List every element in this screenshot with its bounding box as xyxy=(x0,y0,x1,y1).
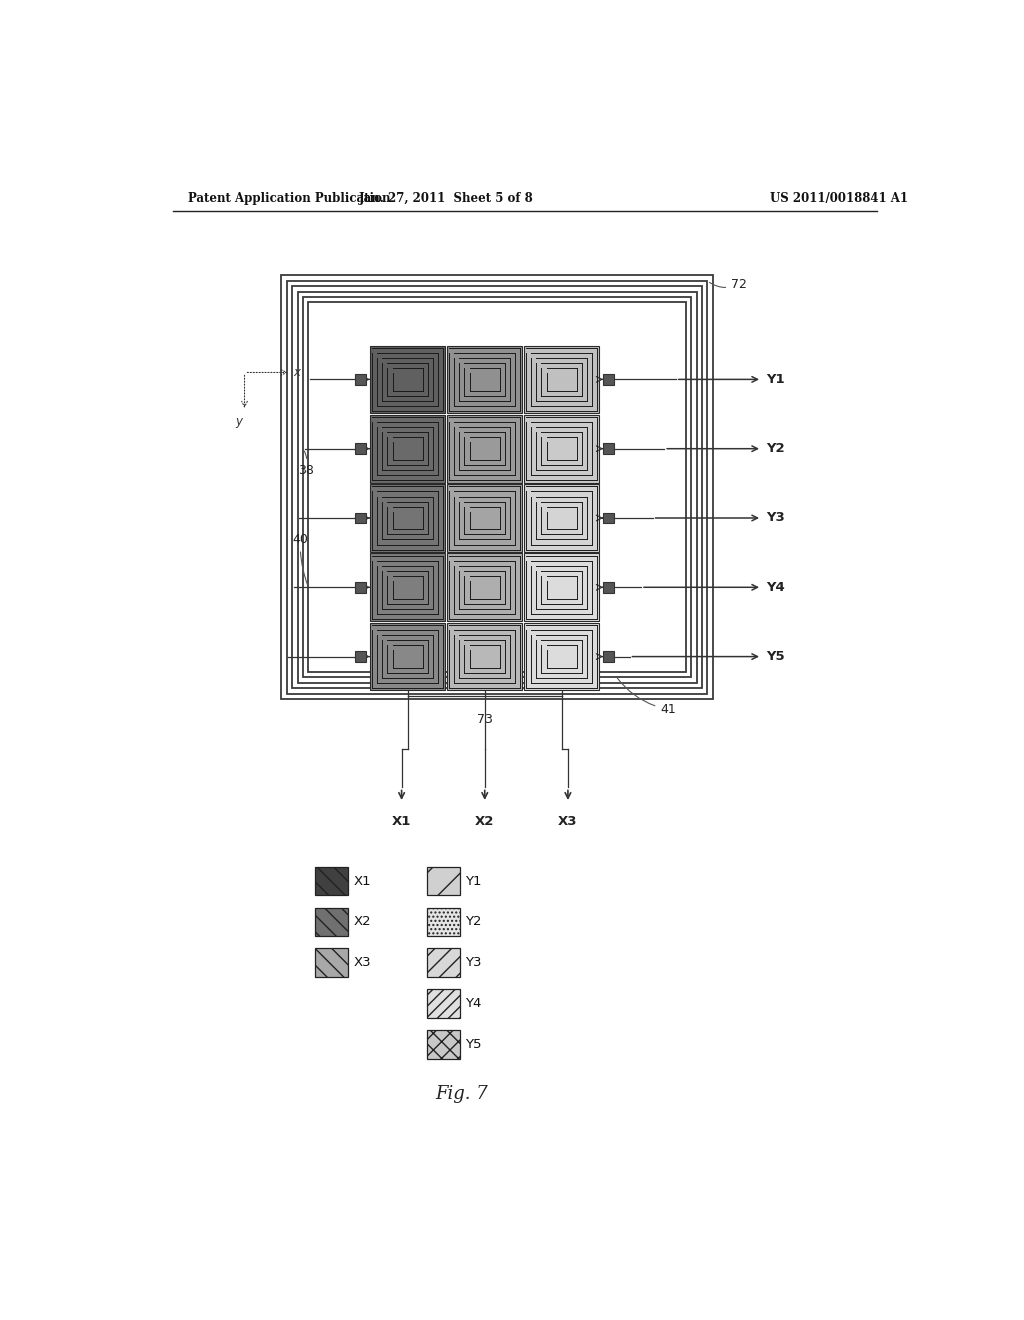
Bar xyxy=(603,444,614,454)
Text: Y4: Y4 xyxy=(466,997,482,1010)
Text: Y3: Y3 xyxy=(466,956,482,969)
Text: Y3: Y3 xyxy=(766,511,784,524)
Bar xyxy=(603,374,614,385)
Bar xyxy=(524,553,599,622)
Bar xyxy=(427,948,460,977)
Text: 38: 38 xyxy=(298,451,314,477)
Bar xyxy=(292,286,701,688)
Bar xyxy=(603,582,614,593)
Bar xyxy=(315,908,348,936)
Bar xyxy=(355,651,367,663)
Text: 73: 73 xyxy=(477,713,493,726)
Bar xyxy=(303,297,691,677)
Text: US 2011/0018841 A1: US 2011/0018841 A1 xyxy=(770,191,907,205)
Bar xyxy=(447,414,522,483)
Bar xyxy=(427,1030,460,1059)
Bar xyxy=(355,582,367,593)
Bar xyxy=(315,867,348,895)
Bar xyxy=(370,414,445,483)
Text: Fig. 7: Fig. 7 xyxy=(435,1085,488,1104)
Bar xyxy=(447,623,522,690)
Text: Jan. 27, 2011  Sheet 5 of 8: Jan. 27, 2011 Sheet 5 of 8 xyxy=(358,191,534,205)
Bar xyxy=(524,346,599,413)
Bar xyxy=(447,484,522,552)
Text: 40: 40 xyxy=(292,533,308,585)
Bar xyxy=(370,346,445,413)
Text: Y2: Y2 xyxy=(466,915,482,928)
Bar xyxy=(447,346,522,413)
Bar xyxy=(355,444,367,454)
Text: Y4: Y4 xyxy=(766,581,784,594)
Bar xyxy=(524,623,599,690)
Bar xyxy=(298,292,696,682)
Text: Patent Application Publication: Patent Application Publication xyxy=(188,191,391,205)
Text: X3: X3 xyxy=(354,956,372,969)
Text: X3: X3 xyxy=(558,816,578,828)
Text: X1: X1 xyxy=(392,816,412,828)
Text: 41: 41 xyxy=(617,678,676,715)
Bar xyxy=(355,512,367,523)
Text: Y5: Y5 xyxy=(466,1038,482,1051)
Bar xyxy=(427,867,460,895)
Text: Y2: Y2 xyxy=(766,442,784,455)
Bar xyxy=(447,553,522,622)
Text: Y1: Y1 xyxy=(766,372,784,385)
Bar xyxy=(355,374,367,385)
Bar xyxy=(603,651,614,663)
Bar xyxy=(315,948,348,977)
Bar xyxy=(287,281,708,693)
Text: X2: X2 xyxy=(354,915,372,928)
Text: x: x xyxy=(293,366,300,379)
Bar xyxy=(603,512,614,523)
Text: Y5: Y5 xyxy=(766,649,784,663)
Text: Y1: Y1 xyxy=(466,875,482,887)
Bar xyxy=(370,553,445,622)
Text: y: y xyxy=(236,414,243,428)
Text: X1: X1 xyxy=(354,875,372,887)
Bar xyxy=(308,302,686,672)
Bar xyxy=(427,989,460,1018)
Bar xyxy=(370,484,445,552)
Text: 72: 72 xyxy=(710,277,748,290)
Text: X2: X2 xyxy=(475,816,495,828)
Bar xyxy=(282,276,713,700)
Bar xyxy=(524,414,599,483)
Bar xyxy=(524,484,599,552)
Bar xyxy=(427,908,460,936)
Bar xyxy=(370,623,445,690)
